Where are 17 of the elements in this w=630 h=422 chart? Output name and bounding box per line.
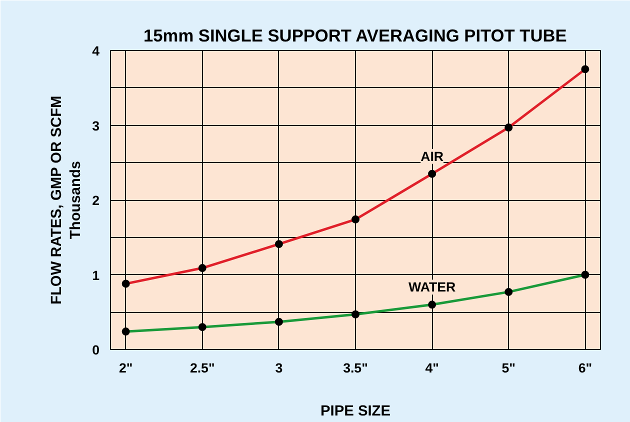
- x-tick-label: 2": [118, 360, 133, 376]
- x-tick-label: 6": [578, 360, 592, 376]
- y-tick-label: 0: [92, 342, 100, 358]
- series-label: WATER: [408, 280, 456, 295]
- y-tick-label: 1: [92, 268, 100, 283]
- x-tick-label: 4": [425, 360, 439, 376]
- y-axis-title: FLOW RATES, GMP OR SCFM Thousands: [48, 96, 84, 304]
- x-tick-label: 3.5": [343, 360, 368, 376]
- x-tick-label: 3: [275, 360, 283, 376]
- chart-title: 15mm SINGLE SUPPORT AVERAGING PITOT TUBE: [144, 26, 567, 46]
- y-tick-label: 4: [92, 44, 100, 58]
- series-label: AIR: [420, 148, 444, 164]
- x-tick-label: 2.5": [190, 360, 215, 376]
- x-tick-label: 5": [502, 360, 516, 376]
- y-tick-label: 3: [92, 118, 100, 134]
- x-axis-title: PIPE SIZE: [320, 404, 391, 420]
- y-tick-label: 2: [92, 193, 100, 208]
